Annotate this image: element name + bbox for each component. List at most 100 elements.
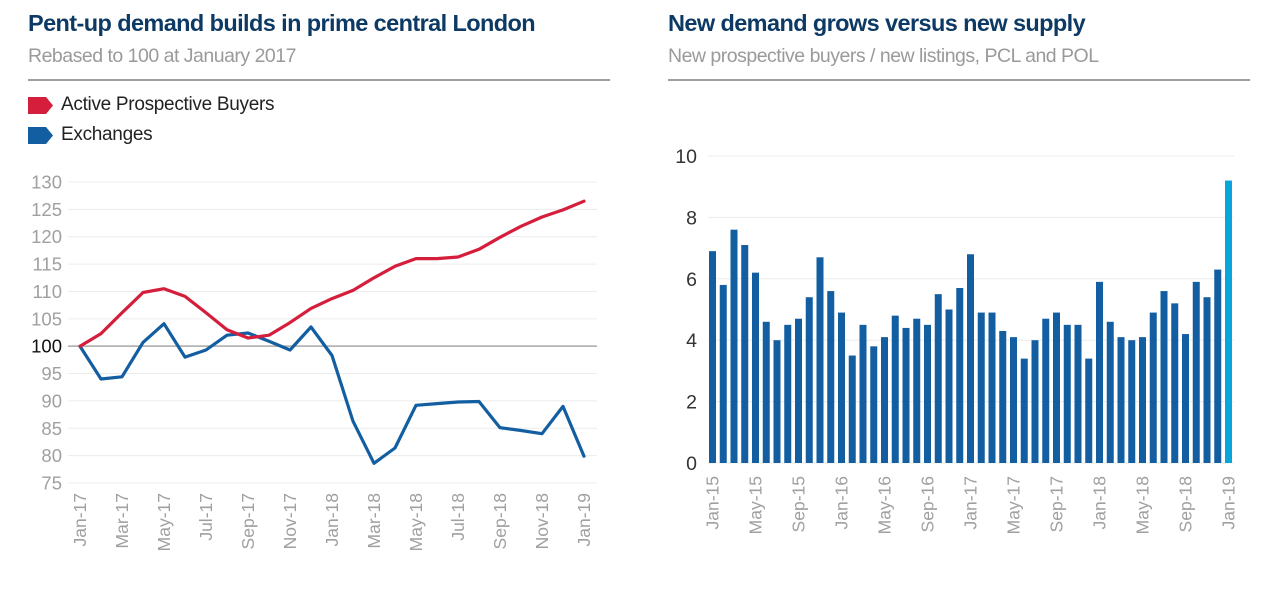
bar-nov-16 xyxy=(945,309,953,463)
x-tick-label: Sep-18 xyxy=(1176,476,1196,532)
bar-jan-15 xyxy=(709,251,716,463)
bar-aug-15 xyxy=(784,324,792,463)
x-tick-label: May-18 xyxy=(1133,476,1153,534)
right-chart-title: New demand grows versus new supply xyxy=(668,10,1086,36)
bar-nov-18 xyxy=(1203,297,1211,463)
bar-nov-15 xyxy=(816,257,824,463)
x-tick-label: May-17 xyxy=(1004,476,1024,534)
bar-apr-16 xyxy=(870,346,878,463)
x-tick-label: May-17 xyxy=(154,493,174,551)
left-chart-panel: Pent-up demand builds in prime central L… xyxy=(0,0,640,598)
bar-oct-15 xyxy=(805,297,813,463)
x-tick-label: Jul-18 xyxy=(448,493,468,541)
x-tick-label: Sep-17 xyxy=(238,493,258,549)
x-tick-label: Jan-16 xyxy=(832,476,852,530)
x-tick-label: Jan-19 xyxy=(574,493,594,547)
x-tick-label: Mar-18 xyxy=(364,493,384,548)
bar-jul-18 xyxy=(1160,291,1168,463)
bar-mar-15 xyxy=(730,229,738,463)
bar-oct-16 xyxy=(934,294,942,463)
y-tick-label: 105 xyxy=(31,308,62,329)
x-tick-label: May-15 xyxy=(746,476,766,534)
left-header-rule xyxy=(28,79,610,81)
x-tick-label: Jan-17 xyxy=(961,476,981,530)
series-line-active-prospective-buyers xyxy=(78,199,586,348)
y-tick-label: 6 xyxy=(686,269,697,291)
bar-sep-15 xyxy=(795,318,802,463)
bar-jan-18 xyxy=(1096,281,1103,463)
bar-dec-17 xyxy=(1085,358,1093,463)
bar-chart-plot: 10 8 6 4 2 0 Jan-15 May-15 Sep-15 Jan-16 May-16 Se… xyxy=(675,146,1239,534)
y-tick-label: 100 xyxy=(31,336,62,357)
legend-swatch-red-icon xyxy=(28,96,53,114)
bar-may-17 xyxy=(1010,337,1017,463)
x-tick-label: Jan-17 xyxy=(70,493,90,547)
y-tick-label: 2 xyxy=(686,392,697,414)
y-tick-label: 90 xyxy=(41,390,62,411)
bar-feb-18 xyxy=(1106,321,1114,463)
left-chart-subtitle: Rebased to 100 at January 2017 xyxy=(28,45,296,67)
legend-item-active-prospective-buyers: Active Prospective Buyers xyxy=(28,94,275,116)
legend-label-active-prospective-buyers: Active Prospective Buyers xyxy=(61,94,275,115)
y-tick-label: 110 xyxy=(33,281,63,302)
x-tick-label: Jul-17 xyxy=(196,493,216,541)
bar-may-16 xyxy=(881,337,888,463)
bar-oct-17 xyxy=(1063,324,1071,463)
y-tick-label: 120 xyxy=(31,226,62,247)
bar-dec-16 xyxy=(956,288,964,463)
bar-feb-15 xyxy=(719,284,727,463)
x-tick-label: May-18 xyxy=(406,493,426,551)
bar-aug-17 xyxy=(1042,318,1050,463)
x-tick-label: Sep-15 xyxy=(789,476,809,532)
bar-jul-16 xyxy=(902,327,910,463)
bar-nov-17 xyxy=(1074,324,1082,463)
bar-aug-16 xyxy=(913,318,921,463)
bar-may-15 xyxy=(752,272,759,463)
y-tick-label: 125 xyxy=(31,199,62,220)
x-tick-label: Jan-18 xyxy=(1090,476,1110,530)
bar-jul-17 xyxy=(1031,340,1039,463)
bar-jun-15 xyxy=(762,321,770,463)
x-tick-label: Mar-17 xyxy=(112,493,132,548)
bar-jun-17 xyxy=(1020,358,1028,463)
bar-oct-18 xyxy=(1192,281,1200,463)
series-line-exchanges xyxy=(78,322,586,465)
y-tick-label: 4 xyxy=(686,330,697,352)
x-tick-label: May-16 xyxy=(875,476,895,534)
bar-dec-15 xyxy=(827,291,835,463)
y-tick-label: 95 xyxy=(41,363,62,384)
bar-jun-16 xyxy=(891,315,899,463)
bar-apr-17 xyxy=(999,330,1007,463)
x-tick-label: Sep-18 xyxy=(490,493,510,549)
x-tick-label: Sep-17 xyxy=(1047,476,1067,532)
bar-sep-16 xyxy=(924,324,931,463)
bar-aug-18 xyxy=(1171,303,1179,463)
bar-jan-16 xyxy=(838,312,845,463)
y-tick-label: 80 xyxy=(41,445,62,466)
bar-mar-18 xyxy=(1117,337,1125,463)
bar-feb-17 xyxy=(977,312,985,463)
bar-may-18 xyxy=(1139,337,1146,463)
bar-mar-17 xyxy=(988,312,996,463)
y-tick-label: 85 xyxy=(41,418,62,439)
x-tick-label: Jan-18 xyxy=(322,493,342,547)
y-tick-label: 75 xyxy=(41,473,62,494)
x-tick-label: Jan-19 xyxy=(1219,476,1239,530)
bar-jun-18 xyxy=(1149,312,1157,463)
x-tick-label: Nov-18 xyxy=(532,493,552,549)
legend-swatch-blue-icon xyxy=(28,126,53,144)
right-header-rule xyxy=(668,79,1250,81)
bar-dec-18 xyxy=(1214,269,1222,463)
x-tick-label: Sep-16 xyxy=(918,476,938,532)
right-chart-subtitle: New prospective buyers / new listings, P… xyxy=(668,45,1099,67)
y-tick-label: 8 xyxy=(686,207,697,229)
y-tick-label: 10 xyxy=(675,146,697,168)
y-tick-label: 130 xyxy=(31,172,62,193)
bar-jan-17 xyxy=(967,254,974,463)
y-tick-label: 0 xyxy=(686,453,697,475)
legend-label-exchanges: Exchanges xyxy=(61,124,153,145)
bar-apr-18 xyxy=(1128,340,1136,463)
legend-item-exchanges: Exchanges xyxy=(28,124,153,146)
y-tick-label: 115 xyxy=(33,254,63,275)
right-chart-panel: New demand grows versus new supply New p… xyxy=(643,0,1286,598)
